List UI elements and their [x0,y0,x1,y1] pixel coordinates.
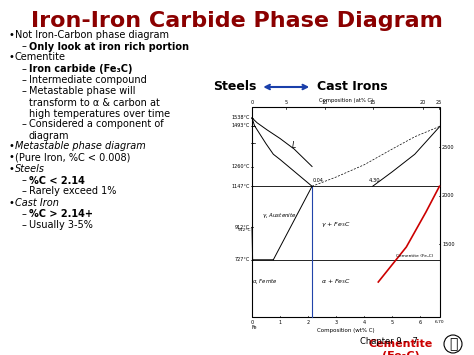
Text: 1147°C: 1147°C [232,184,250,189]
Text: 1260°C: 1260°C [232,164,250,169]
Text: 6.70: 6.70 [435,320,445,324]
Text: $\alpha$ + Fe$_3$C: $\alpha$ + Fe$_3$C [321,278,351,286]
Text: Only look at iron rich portion: Only look at iron rich portion [29,42,189,51]
Text: 10: 10 [322,100,328,105]
Text: Cementite: Cementite [15,53,66,62]
Text: 0: 0 [250,320,254,325]
Text: 25: 25 [436,100,442,105]
Text: 5: 5 [284,100,287,105]
Text: Steels: Steels [15,164,45,174]
Text: Fe: Fe [252,325,257,330]
Text: 6: 6 [419,320,422,325]
Text: Cast Irons: Cast Irons [317,81,387,93]
Text: Cast Iron: Cast Iron [15,197,59,208]
Text: $\gamma$, Austenite: $\gamma$, Austenite [262,211,297,220]
Text: Metastable phase will
transform to α & carbon at
high temperatures over time: Metastable phase will transform to α & c… [29,86,170,119]
Text: 4.30: 4.30 [369,178,381,183]
Text: Composition (at% C): Composition (at% C) [319,98,373,103]
Text: Steels: Steels [213,81,256,93]
Text: –: – [22,42,27,51]
Text: 2000: 2000 [442,193,455,198]
Text: –: – [22,64,27,74]
Text: •: • [9,197,15,208]
Text: %C < 2.14: %C < 2.14 [29,175,85,186]
Text: Ⓦ: Ⓦ [449,337,457,351]
Text: 912°C: 912°C [235,225,250,230]
Text: 0: 0 [250,100,254,105]
Bar [252,107,440,317]
Text: 20: 20 [420,100,426,105]
Text: –: – [22,75,27,85]
Text: –: – [22,175,27,186]
Text: (Pure Iron, %C < 0.008): (Pure Iron, %C < 0.008) [15,153,130,163]
Text: Considered a component of
diagram: Considered a component of diagram [29,119,164,141]
Text: 4: 4 [363,320,366,325]
Text: Rarely exceed 1%: Rarely exceed 1% [29,186,117,197]
Text: 0.04: 0.04 [313,178,324,183]
Text: 2500: 2500 [442,144,455,149]
Text: 912°C: 912°C [237,228,251,233]
Text: 1: 1 [279,320,282,325]
Text: %C > 2.14+: %C > 2.14+ [29,209,93,219]
Text: –: – [22,186,27,197]
Text: Chapter 9 -  7: Chapter 9 - 7 [360,337,418,346]
Text: •: • [9,153,15,163]
Text: Iron carbide (Fe₃C): Iron carbide (Fe₃C) [29,64,133,74]
Text: $\alpha$, Ferrite: $\alpha$, Ferrite [252,278,278,286]
Text: 727°C: 727°C [235,257,250,262]
Text: L: L [292,141,296,150]
Circle shape [444,335,462,353]
Text: 15: 15 [370,100,376,105]
Text: Not Iron-Carbon phase diagram: Not Iron-Carbon phase diagram [15,30,169,40]
Text: Metastable phase diagram: Metastable phase diagram [15,141,146,151]
Text: $\gamma$ + Fe$_3$C: $\gamma$ + Fe$_3$C [321,220,351,229]
Text: •: • [9,141,15,151]
Text: Cementite
(Fe₃C): Cementite (Fe₃C) [369,339,433,355]
Text: Intermediate compound: Intermediate compound [29,75,147,85]
Text: •: • [9,30,15,40]
Text: –: – [22,209,27,219]
Text: 5: 5 [391,320,394,325]
Text: –: – [22,119,27,129]
Text: 2: 2 [307,320,310,325]
Text: Cementite (Fe₃C): Cementite (Fe₃C) [396,254,433,258]
Text: 3: 3 [335,320,338,325]
Text: –: – [22,86,27,96]
Text: Composition (wt% C): Composition (wt% C) [317,328,375,333]
Text: 1493°C: 1493°C [232,123,250,128]
Text: Iron-Iron Carbide Phase Diagram: Iron-Iron Carbide Phase Diagram [31,11,443,31]
Text: •: • [9,53,15,62]
Text: 1500: 1500 [442,242,455,247]
Text: •: • [9,164,15,174]
Text: 1538°C: 1538°C [232,115,250,120]
Text: –: – [22,220,27,230]
Text: Usually 3-5%: Usually 3-5% [29,220,93,230]
